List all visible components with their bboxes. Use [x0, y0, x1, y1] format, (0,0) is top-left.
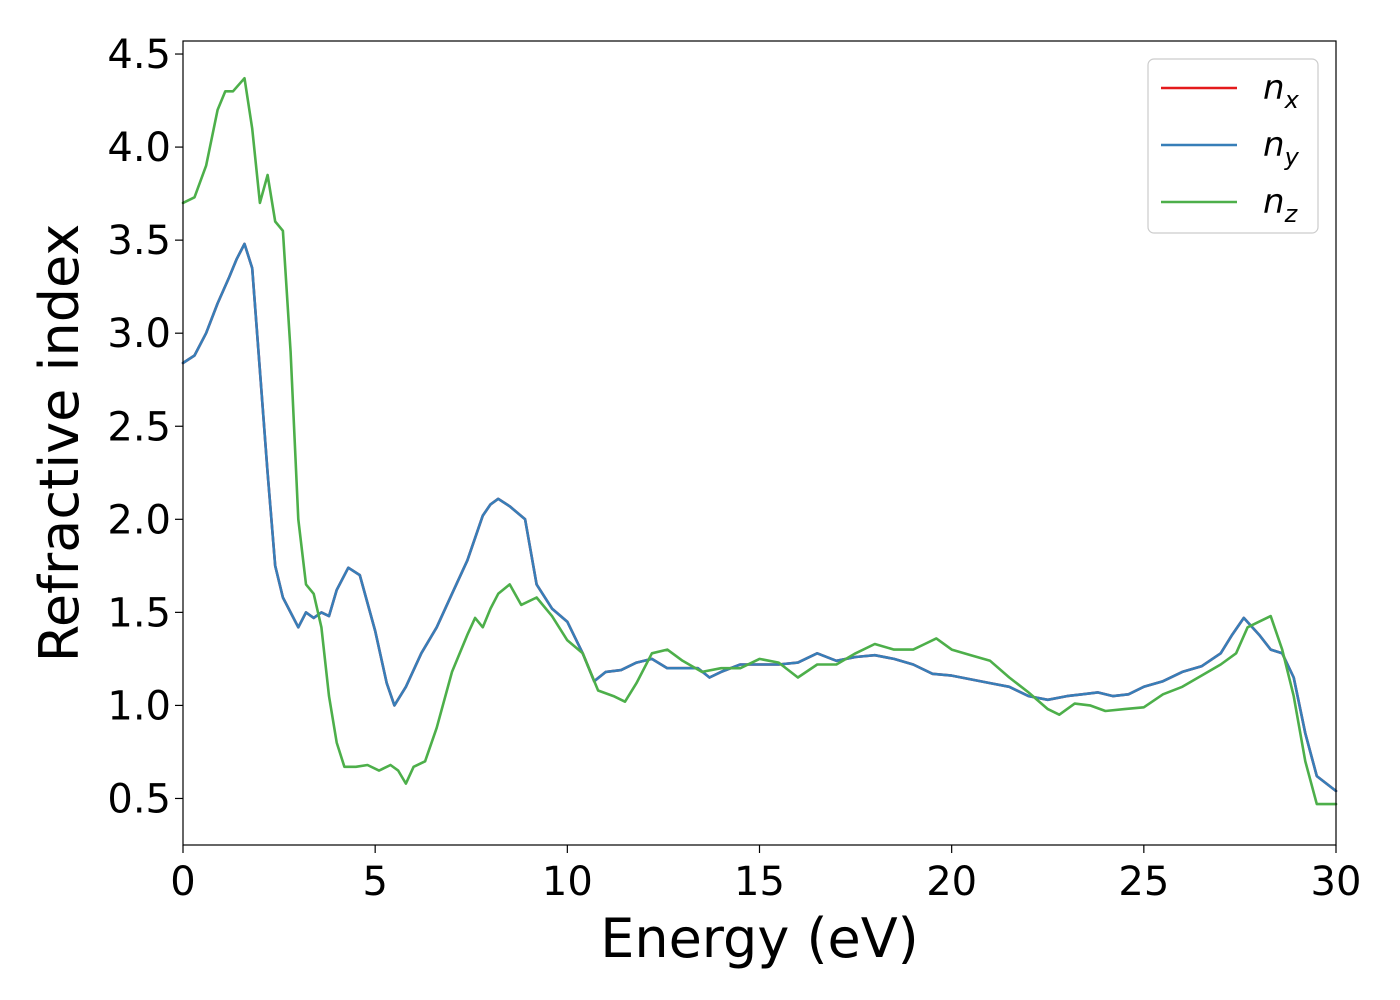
legend-label-subscript: z — [1284, 200, 1299, 228]
legend-label-subscript: y — [1284, 143, 1300, 171]
legend-label-ny: ny — [1263, 125, 1300, 171]
y-tick-label: 2.5 — [107, 404, 171, 450]
legend-label-subscript: x — [1284, 86, 1300, 114]
x-axis-ticks: 0 5 10 15 20 25 30 — [170, 845, 1361, 905]
y-axis-label: Refractive index — [28, 224, 91, 663]
plot-lines — [181, 76, 1338, 806]
legend-label-base: n — [1263, 182, 1285, 222]
x-tick-label: 20 — [926, 859, 977, 905]
y-tick-label: 1.0 — [107, 683, 171, 729]
legend-label-nx: nx — [1263, 68, 1300, 114]
y-tick-label: 4.5 — [107, 32, 171, 78]
x-tick-label: 30 — [1311, 859, 1362, 905]
legend-label-base: n — [1263, 68, 1285, 108]
x-tick-label: 0 — [170, 859, 195, 905]
x-tick-label: 5 — [362, 859, 387, 905]
y-tick-label: 3.0 — [107, 311, 171, 357]
series-line-nz — [181, 76, 1338, 806]
y-tick-label: 1.5 — [107, 590, 171, 636]
y-tick-label: 0.5 — [107, 776, 171, 822]
legend-label-nz: nz — [1263, 182, 1299, 228]
y-tick-label: 2.0 — [107, 497, 171, 543]
x-tick-label: 25 — [1118, 859, 1169, 905]
y-tick-label: 3.5 — [107, 218, 171, 264]
x-tick-label: 15 — [734, 859, 785, 905]
x-tick-label: 10 — [542, 859, 593, 905]
y-axis-ticks: 0.5 1.0 1.5 2.0 2.5 3.0 3.5 4.0 4.5 — [107, 32, 183, 822]
series-line-ny — [181, 242, 1338, 793]
legend-label-base: n — [1263, 125, 1285, 165]
x-axis-label: Energy (eV) — [600, 907, 919, 970]
y-tick-label: 4.0 — [107, 125, 171, 171]
